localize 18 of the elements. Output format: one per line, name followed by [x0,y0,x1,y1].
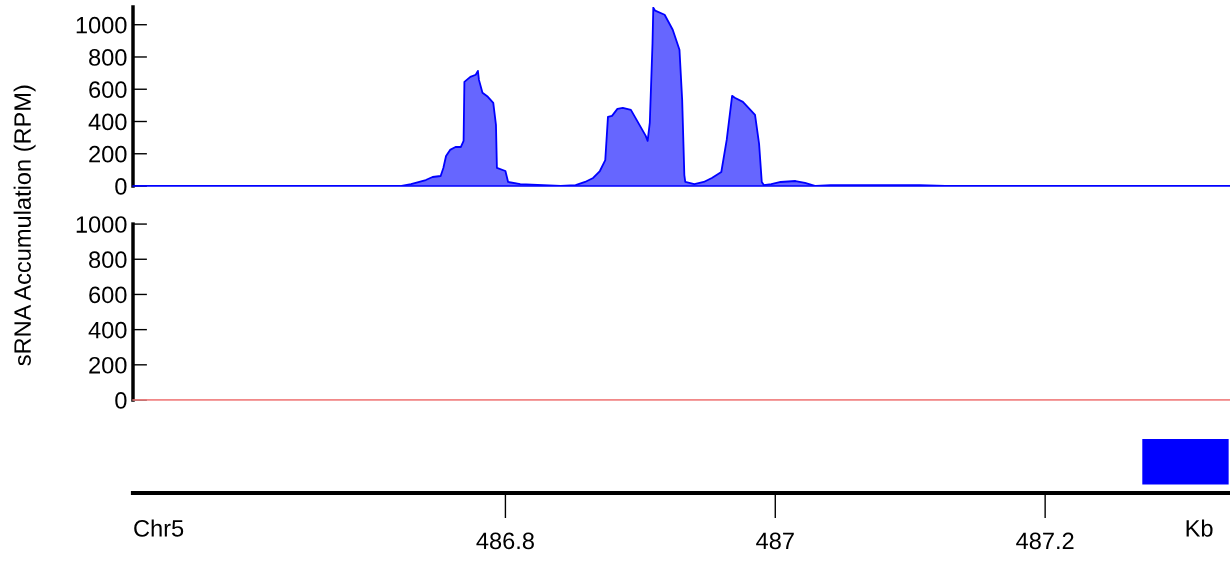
x-tick-label: 487 [756,532,794,550]
text: Chr5 [134,519,184,537]
text: Kb [1186,519,1213,537]
y-tick-label: 800 [89,251,127,269]
y-tick-label: 1000 [76,16,127,34]
y-tick-label: 0 [115,392,127,409]
y-tick-label: 1000 [76,216,127,233]
y-axis-title: sRNA Accumulation (RPM) [13,85,36,366]
y-tick-label: 200 [89,145,127,163]
y-tick-label: 400 [88,321,127,339]
y-tick-label: 400 [88,113,127,131]
y-tick-label: 600 [89,286,127,304]
y-tick-label: 200 [89,356,127,374]
x-tick-label: 487.2 [1016,532,1074,550]
y-tick-label: 800 [89,49,127,66]
y-tick-label: 600 [89,81,127,99]
y-tick-label: 0 [115,178,127,195]
x-tick-label: 486.8 [476,532,534,550]
